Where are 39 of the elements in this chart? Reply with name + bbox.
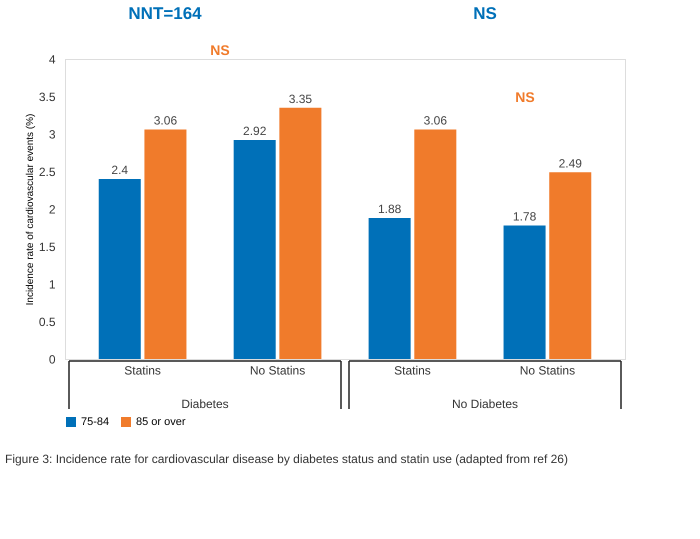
bar [368,218,411,359]
data-label: 1.78 [512,210,537,224]
bar [549,172,592,359]
bar [279,108,322,359]
y-tick-label: 3.5 [38,90,56,104]
data-label: 3.06 [424,114,448,128]
legend-label: 75-84 [81,416,110,428]
data-label: 2.92 [243,124,267,138]
bar [234,140,276,359]
y-tick-label: 2.5 [38,165,56,179]
x-tick-label: Statins [394,364,431,378]
text: No Diabetes [452,397,518,411]
data-label: 2.4 [111,163,128,177]
data-label: 2.49 [558,156,582,170]
data-label: 1.88 [378,202,402,216]
y-tick-label: 3 [48,128,56,142]
bar [504,226,546,359]
x-tick-label: No Statins [520,364,576,378]
bar [98,179,141,359]
y-axis-title: Incidence rate of cardiovascular events (%) [24,114,36,306]
text: NS [210,42,230,58]
bar [414,130,456,359]
y-tick-label: 0 [48,352,56,366]
bar [144,130,186,359]
annotation: NS [515,89,535,105]
text: Diabetes [181,397,229,411]
text: NNT=164 [128,4,202,23]
data-label: 3.35 [288,92,312,106]
y-tick-label: 2 [48,202,56,216]
y-tick-label: 1 [48,278,56,292]
x-tick-label: No Statins [250,364,306,378]
data-label: 3.06 [154,114,178,128]
y-tick-label: 1.5 [38,240,56,254]
x-tick-label: Statins [124,364,161,378]
caption: Figure 3: Incidence rate for cardiovascular disease by diabetes status and statin use (adapted from ref 26) [5,452,568,466]
y-tick-label: 4 [48,52,56,66]
y-tick-label: 0.5 [38,315,56,329]
text: NS [473,4,497,23]
legend-label: 85 or over [136,416,186,428]
